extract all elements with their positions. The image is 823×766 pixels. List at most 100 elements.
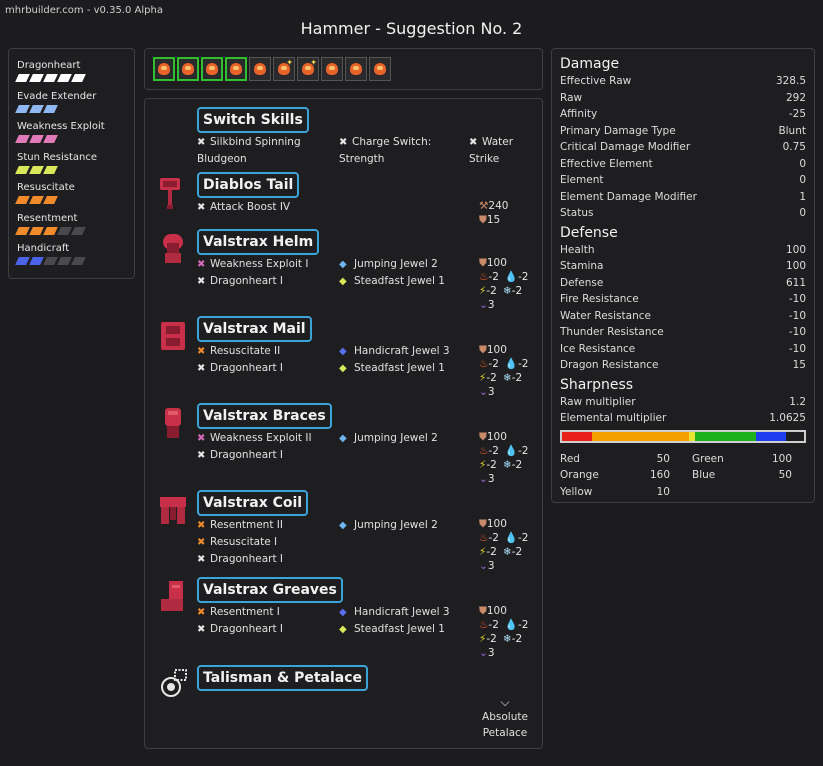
armor-skills: ✖ Weakness Exploit I ✖ Dragonheart I xyxy=(197,256,335,290)
decoration-icon xyxy=(158,63,170,75)
stat-label: Water Resistance xyxy=(560,309,651,322)
decoration-slot[interactable] xyxy=(201,57,223,81)
stat-row: Stamina 100 xyxy=(560,258,806,275)
stat-row: Raw 292 xyxy=(560,90,806,107)
water-value: -2 xyxy=(517,358,529,370)
equipment-panel: Switch Skills ✖ Silkbind Spinning Bludgeo… xyxy=(144,98,543,749)
decoration-slot[interactable] xyxy=(321,57,343,81)
cross-icon: ✖ xyxy=(197,259,206,270)
fire-value: -2 xyxy=(488,532,499,544)
ice-value: -2 xyxy=(511,459,523,471)
jewel-icon: ◆ xyxy=(339,259,347,270)
cross-icon: ✖ xyxy=(197,450,206,461)
switch-skills-title[interactable]: Switch Skills xyxy=(197,107,309,133)
thunder-value: -2 xyxy=(486,633,497,645)
armor-name[interactable]: Valstrax Braces xyxy=(197,403,332,429)
armor-skill: ✖ Dragonheart I xyxy=(197,621,335,638)
ice-resistance: ❄-2 xyxy=(503,632,522,646)
armor-name[interactable]: Valstrax Coil xyxy=(197,490,309,516)
jewel-icon: ◆ xyxy=(339,276,347,287)
skill-pip xyxy=(57,226,72,235)
dragon-value: 3 xyxy=(487,473,495,485)
resistance-row: ♨-2 💧-2 xyxy=(479,618,541,632)
ice-resistance: ❄-2 xyxy=(503,545,522,559)
armor-icon xyxy=(163,234,183,263)
decoration-icon xyxy=(254,63,266,75)
shield-icon: ⛊ xyxy=(479,431,487,443)
decoration-slot[interactable] xyxy=(177,57,199,81)
sharpness-stats: Raw multiplier 1.2 Elemental multiplier 1.0… xyxy=(560,394,806,427)
skill-summary-item: Resentment xyxy=(15,212,126,243)
stat-label: Effective Raw xyxy=(560,75,632,87)
thunder-icon: ⚡ xyxy=(479,285,487,297)
decoration-icon xyxy=(182,63,194,75)
decoration-icon xyxy=(374,63,386,75)
thunder-value: -2 xyxy=(486,546,497,558)
ice-icon: ❄ xyxy=(502,285,512,297)
talisman-name[interactable]: Talisman & Petalace xyxy=(197,665,369,691)
armor-defense: ⛊100 xyxy=(479,517,541,531)
skill-pip xyxy=(29,165,44,174)
armor-name[interactable]: Valstrax Helm xyxy=(197,229,320,255)
stat-label: Thunder Resistance xyxy=(560,326,664,338)
sharpness-orange-label: Orange xyxy=(560,469,599,481)
armor-defense-value: 100 xyxy=(486,257,507,269)
jewel-icon: ◆ xyxy=(339,520,347,531)
stat-label: Dragon Resistance xyxy=(560,359,659,371)
dragon-resistance: ⌄3 xyxy=(479,472,495,486)
decoration-slot[interactable] xyxy=(345,57,367,81)
stat-value: 1.2 xyxy=(789,395,806,408)
skill-level-pips xyxy=(15,74,126,82)
cross-icon: ✖ xyxy=(197,276,206,287)
armor-skill-label: Dragonheart I xyxy=(210,623,283,635)
weapon-name[interactable]: Diablos Tail xyxy=(197,172,300,198)
ice-value: -2 xyxy=(511,633,523,645)
armor-name[interactable]: Valstrax Mail xyxy=(197,316,312,342)
fire-icon: ♨ xyxy=(479,619,489,631)
decoration-slot[interactable]: ✦ xyxy=(273,57,295,81)
petalace-info: ⌵ Absolute Petalace xyxy=(479,695,531,741)
decoration-icon xyxy=(302,63,314,75)
armor-jewel: ◆ Jumping Jewel 2 xyxy=(339,256,469,273)
decoration-icon xyxy=(206,63,218,75)
skill-pip xyxy=(71,226,86,235)
stat-label: Health xyxy=(560,243,595,256)
armor-jewel-label: Jumping Jewel 2 xyxy=(354,519,438,531)
skill-name: Handicraft xyxy=(17,243,70,254)
armor-defense: ⛊100 xyxy=(479,604,541,618)
decoration-slot[interactable] xyxy=(369,57,391,81)
armor-skill: ✖ Dragonheart I xyxy=(197,551,335,568)
decoration-slot[interactable]: ✦ xyxy=(297,57,319,81)
skill-pip xyxy=(29,104,44,113)
thunder-resistance: ⚡-2 xyxy=(479,371,497,385)
decoration-slot[interactable] xyxy=(225,57,247,81)
water-icon: 💧 xyxy=(504,445,518,457)
stat-label: Effective Element xyxy=(560,157,653,170)
stat-label: Fire Resistance xyxy=(560,293,639,305)
water-value: -2 xyxy=(517,445,529,457)
ice-value: -2 xyxy=(511,372,523,384)
armor-defense-value: 100 xyxy=(486,431,507,443)
skill-summary-item: Handicraft xyxy=(15,242,126,273)
ice-resistance: ❄-2 xyxy=(503,284,522,298)
thunder-value: -2 xyxy=(486,285,497,297)
stat-row: Dragon Resistance 15 xyxy=(560,357,806,374)
switch-skill-2: ✖ Charge Switch: Strength xyxy=(339,136,432,165)
stat-label: Stamina xyxy=(560,260,604,272)
armor-skill: ✖ Resentment I xyxy=(197,604,335,621)
armor-skill: ✖ Dragonheart I xyxy=(197,273,335,290)
sharpness-red-value: 50 xyxy=(656,452,670,465)
decoration-slot[interactable] xyxy=(153,57,175,81)
skill-pip xyxy=(15,165,30,174)
decoration-strip: ✦ ✦ xyxy=(144,48,543,90)
stat-row: Defense 611 xyxy=(560,275,806,292)
decoration-slot[interactable] xyxy=(249,57,271,81)
resistance-row: ⚡-2 ❄-2 xyxy=(479,545,541,559)
dragon-icon: ⌄ xyxy=(479,647,488,659)
dragon-icon: ⌄ xyxy=(479,299,488,311)
resistance-row: ♨-2 💧-2 xyxy=(479,270,541,284)
armor-name[interactable]: Valstrax Greaves xyxy=(197,577,343,603)
armor-jewel-label: Jumping Jewel 2 xyxy=(354,432,438,444)
skill-pip xyxy=(29,74,44,82)
skill-pip xyxy=(29,135,44,143)
